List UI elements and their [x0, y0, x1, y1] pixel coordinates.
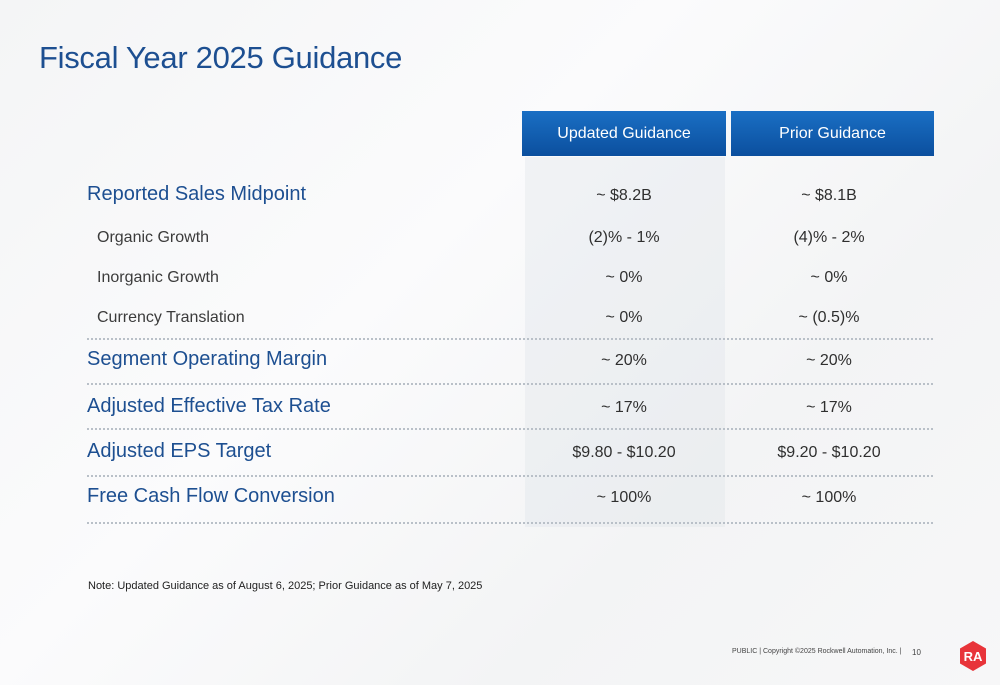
prior-value: $9.20 - $10.20	[777, 444, 881, 461]
updated-value: ~ 20%	[601, 352, 647, 369]
updated-value: $9.80 - $10.20	[572, 444, 676, 461]
updated-value: ~ 100%	[596, 489, 652, 506]
row-label: Segment Operating Margin	[87, 348, 328, 370]
row-label: Organic Growth	[97, 229, 210, 246]
row-divider	[87, 383, 933, 385]
row-label: Currency Translation	[97, 309, 245, 326]
row-divider	[87, 338, 933, 340]
row-label: Adjusted EPS Target	[87, 440, 272, 462]
prior-value: ~ (0.5)%	[798, 309, 860, 326]
page-title: Fiscal Year 2025 Guidance	[39, 40, 403, 75]
row-divider	[87, 475, 933, 477]
updated-column-shade	[525, 157, 725, 527]
prior-value: (4)% - 2%	[793, 229, 865, 246]
page-number: 10	[912, 648, 921, 657]
updated-guidance-header: Updated Guidance	[522, 111, 726, 156]
logo-text: RA	[964, 649, 983, 664]
updated-value: ~ 0%	[605, 309, 643, 326]
updated-value: ~ 17%	[601, 399, 647, 416]
updated-value: ~ 0%	[605, 269, 643, 286]
row-divider	[87, 428, 933, 430]
row-label: Free Cash Flow Conversion	[87, 485, 335, 507]
row-label: Inorganic Growth	[97, 269, 219, 286]
footer-copyright: PUBLIC | Copyright ©2025 Rockwell Automa…	[732, 648, 902, 655]
guidance-note: Note: Updated Guidance as of August 6, 2…	[88, 580, 483, 592]
row-divider	[87, 522, 933, 524]
prior-value: ~ 17%	[806, 399, 852, 416]
rockwell-logo-icon: RA	[960, 641, 986, 671]
prior-value: ~ 0%	[810, 269, 848, 286]
row-label: Reported Sales Midpoint	[87, 183, 307, 205]
prior-value: ~ $8.1B	[801, 187, 857, 204]
prior-value: ~ 100%	[801, 489, 857, 506]
row-label: Adjusted Effective Tax Rate	[87, 395, 331, 417]
updated-value: (2)% - 1%	[588, 229, 660, 246]
prior-guidance-header: Prior Guidance	[731, 111, 934, 156]
prior-value: ~ 20%	[806, 352, 852, 369]
updated-value: ~ $8.2B	[596, 187, 652, 204]
